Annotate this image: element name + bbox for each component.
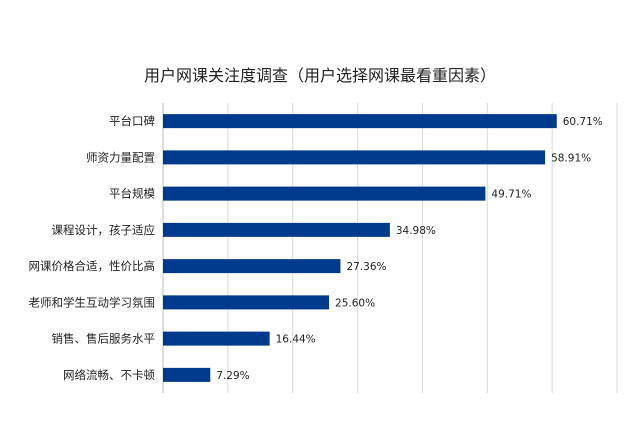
bar [163,367,211,382]
bar-layer [163,114,557,382]
grid-layer [162,103,618,393]
bar [163,259,341,274]
bar [163,222,390,237]
label-layer: 平台口碑 60.71% 师资力量配置 58.91% 平台规模 49.71% 课程设计，孩子适… [29,114,603,382]
category-label: 销售、售后服务水平 [52,332,156,346]
bar [163,150,546,165]
data-label: 34.98% [396,225,436,237]
data-label: 27.36% [346,261,386,273]
category-label: 平台口碑 [109,114,155,128]
category-label: 网络流畅、不卡顿 [63,368,155,382]
data-label: 58.91% [551,152,591,164]
category-label: 老师和学生互动学习氛围 [29,295,156,309]
data-label: 49.71% [491,189,531,201]
bar [163,114,557,129]
category-label: 网课价格合适，性价比高 [29,259,156,273]
data-label: 7.29% [216,370,249,382]
category-label: 课程设计，孩子适应 [52,223,156,237]
category-label: 平台规模 [109,187,155,201]
data-label: 25.60% [335,297,375,309]
data-label: 60.71% [563,116,603,128]
chart-title: 用户网课关注度调查（用户选择网课最看重因素） [143,66,496,85]
bar [163,331,270,346]
bar [163,295,330,310]
data-label: 16.44% [276,334,316,346]
category-label: 师资力量配置 [86,150,155,164]
bar [163,186,486,201]
